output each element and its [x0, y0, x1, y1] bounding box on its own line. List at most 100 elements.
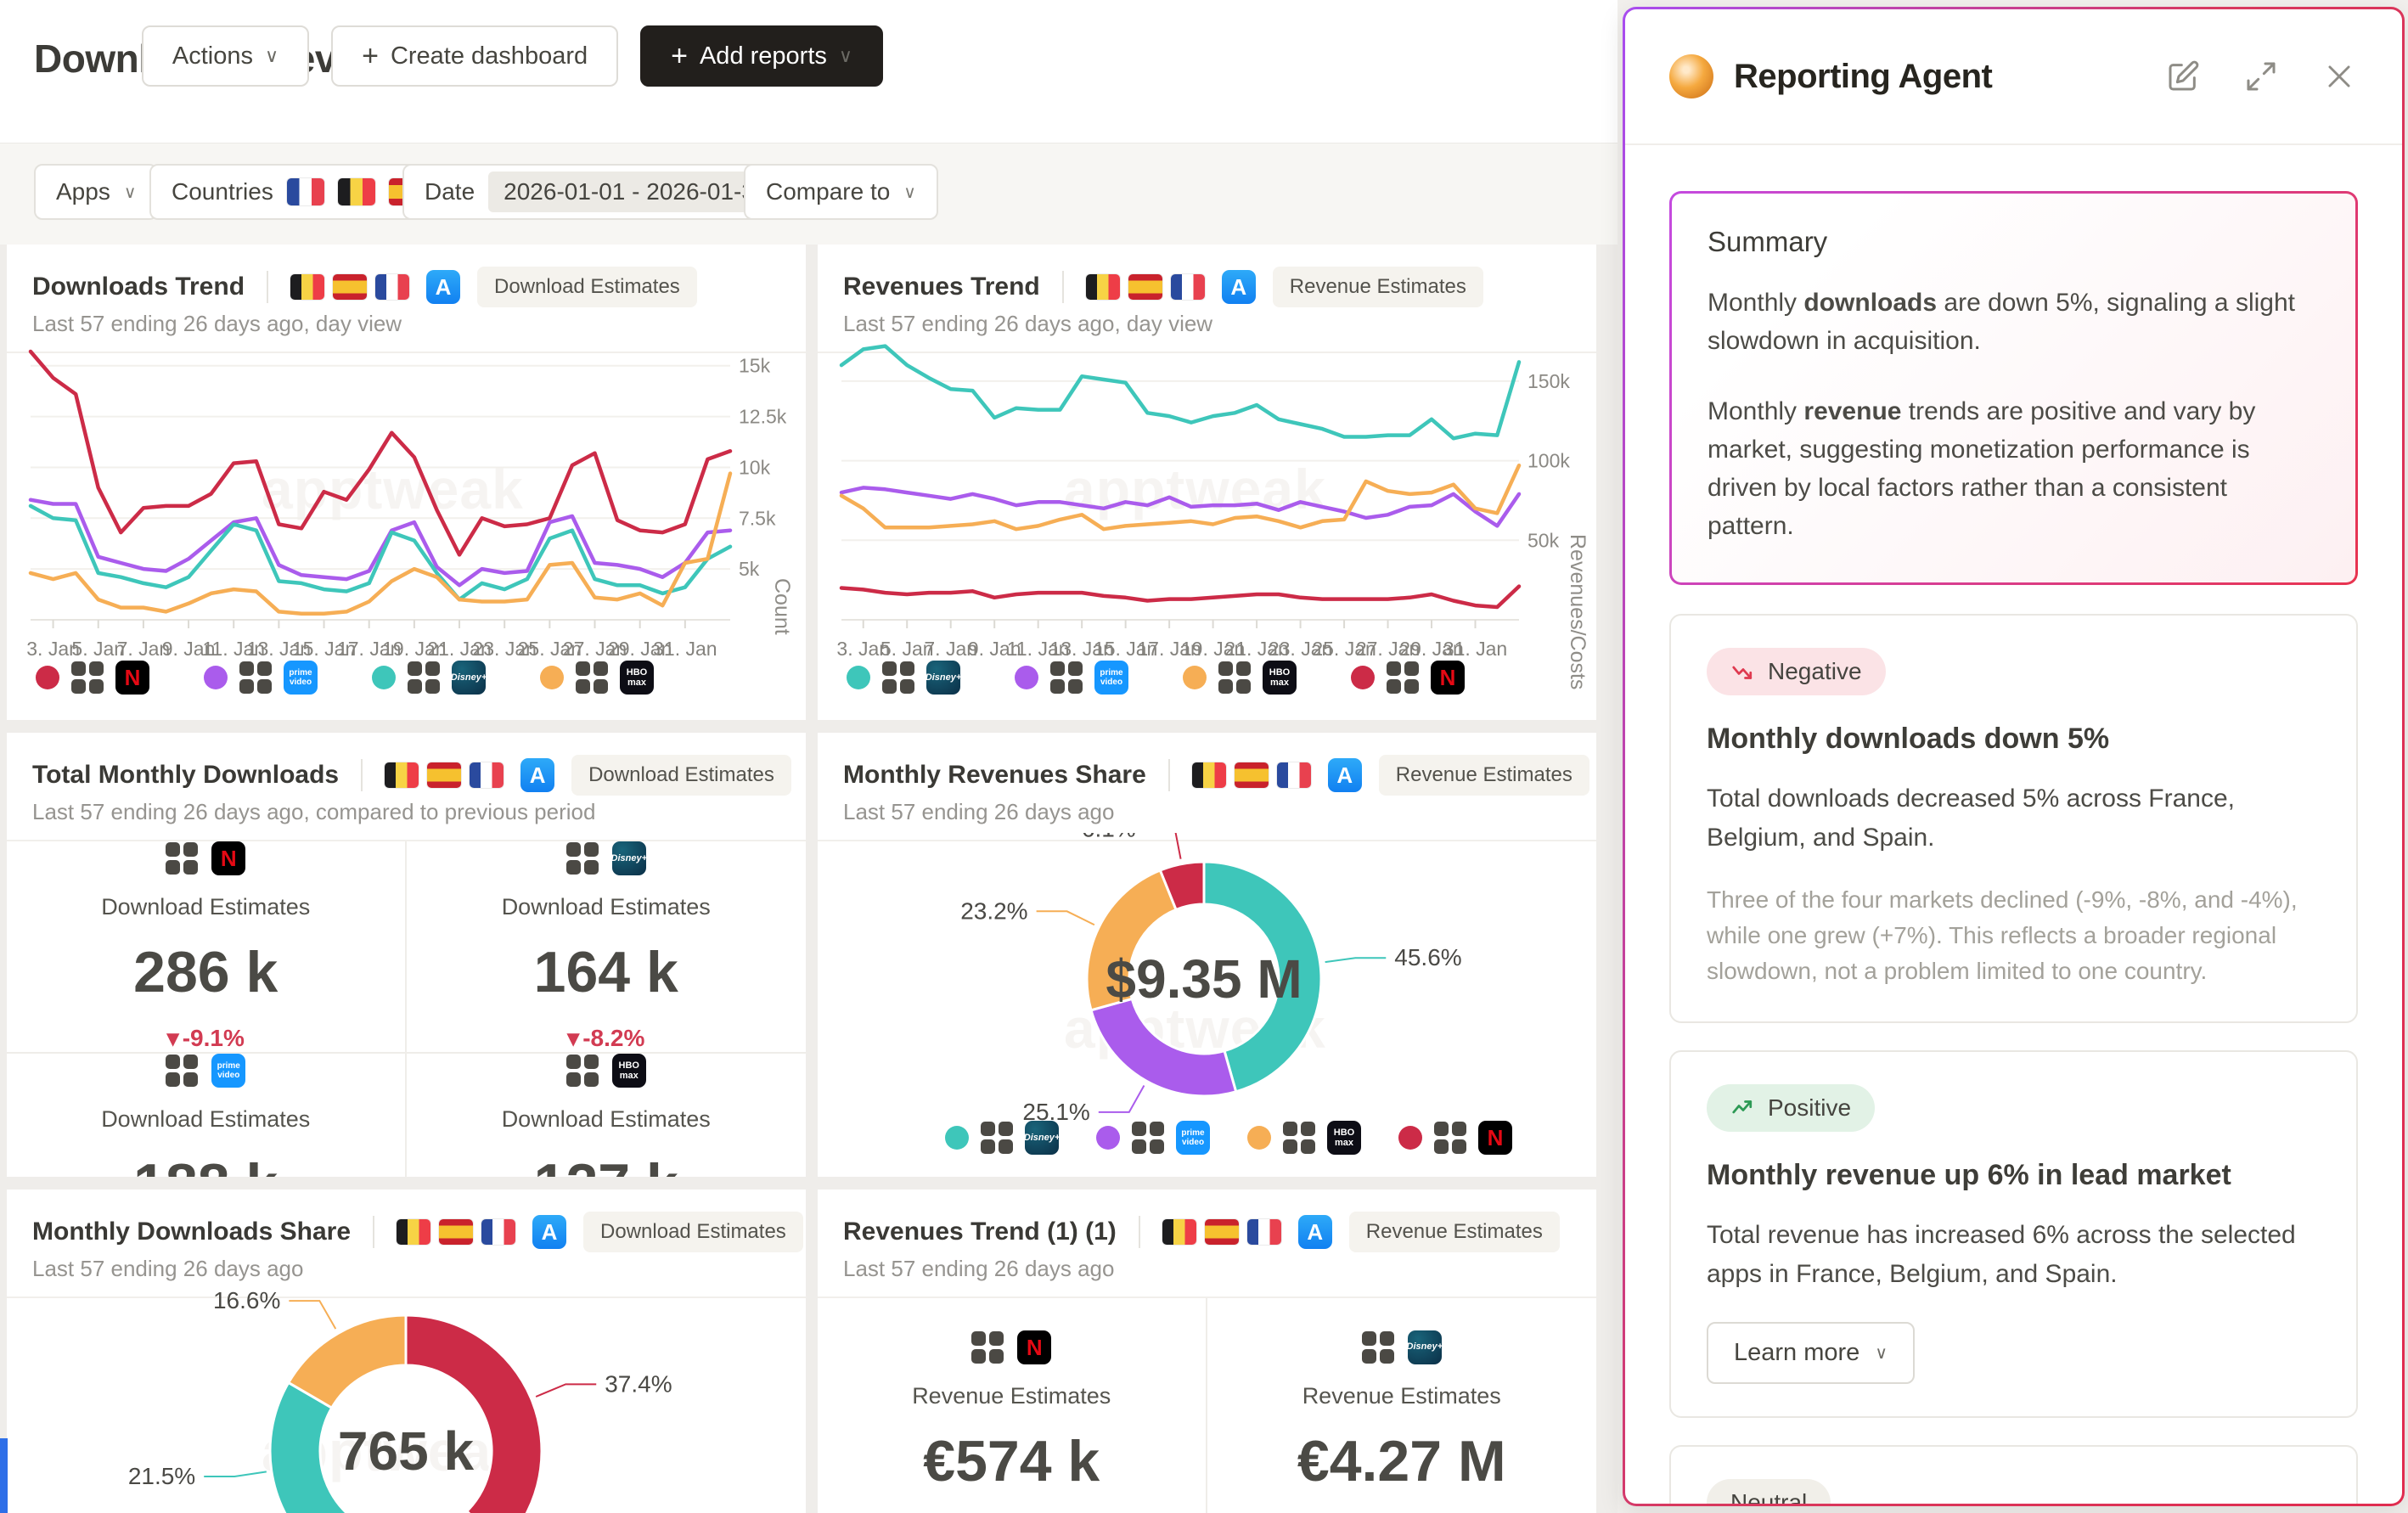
- apps-grid-icon: [408, 661, 440, 694]
- svg-text:27. Jan: 27. Jan: [563, 638, 627, 660]
- svg-text:$9.35 M: $9.35 M: [1106, 948, 1302, 1010]
- svg-text:7.5k: 7.5k: [739, 507, 776, 529]
- revenues-share-donut-chart[interactable]: 45.6% 25.1% 23.2% 6.1% $9.35 M: [818, 833, 1596, 1122]
- chart-legend: N prime video Disney+ HBO max: [36, 661, 654, 695]
- disney-plus-app-icon: Disney+: [452, 661, 486, 695]
- legend-item-disney[interactable]: Disney+: [847, 661, 960, 695]
- apps-filter[interactable]: Apps ∨: [34, 164, 159, 220]
- actions-button[interactable]: Actions ∨: [141, 25, 310, 87]
- close-icon[interactable]: [2321, 58, 2358, 95]
- plus-icon: +: [671, 39, 688, 72]
- kpi-value: 286 k: [133, 940, 278, 1004]
- agent-logo-icon: [1669, 54, 1713, 98]
- card-subtitle: Last 57 ending 26 days ago, day view: [32, 311, 402, 336]
- legend-item-disney[interactable]: Disney+: [945, 1121, 1059, 1155]
- create-dashboard-button[interactable]: + Create dashboard: [331, 25, 619, 87]
- positive-badge: Positive: [1707, 1084, 1876, 1133]
- chevron-down-icon: ∨: [1875, 1344, 1888, 1364]
- divider: [7, 352, 806, 353]
- chevron-down-icon: ∨: [903, 183, 916, 202]
- svg-text:25. Jan: 25. Jan: [518, 638, 582, 660]
- svg-text:100k: 100k: [1528, 450, 1570, 472]
- kpi-value: €574 k: [923, 1428, 1100, 1493]
- svg-text:15. Jan: 15. Jan: [1094, 638, 1157, 660]
- kpi-netflix-downloads: N Download Estimates 286 k ▾ -9.1%: [7, 841, 407, 1054]
- belgium-flag-icon: [385, 762, 419, 788]
- apps-grid-icon: [1387, 661, 1419, 694]
- disney-plus-app-icon: Disney+: [1407, 1330, 1442, 1364]
- spain-flag-icon: [1234, 762, 1269, 788]
- divider: [267, 271, 269, 303]
- down-arrow-icon: ▾: [166, 1025, 179, 1051]
- legend-item-prime[interactable]: prime video: [204, 661, 318, 695]
- downloads-share-donut-chart[interactable]: 37.4% 21.5% 16.6% 765 k: [7, 1281, 806, 1513]
- appstore-icon: A: [426, 270, 461, 304]
- agent-title: Reporting Agent: [1734, 57, 1993, 95]
- legend-item-hbo[interactable]: HBO max: [540, 661, 654, 695]
- svg-text:13. Jan: 13. Jan: [247, 638, 311, 660]
- edit-icon[interactable]: [2164, 58, 2202, 95]
- agent-body: Summary Monthly downloads are down 5%, s…: [1625, 147, 2402, 1504]
- legend-item-netflix[interactable]: N: [1398, 1121, 1512, 1155]
- date-range-value[interactable]: 2026-01-01 - 2026-01-31: [488, 172, 784, 212]
- svg-text:5k: 5k: [739, 558, 760, 580]
- netflix-app-icon: N: [115, 661, 149, 695]
- svg-text:11. Jan: 11. Jan: [1007, 638, 1070, 660]
- kpi-value: €4.27 M: [1297, 1428, 1506, 1493]
- apps-grid-icon: [882, 661, 914, 694]
- apps-grid-icon: [565, 842, 599, 875]
- svg-text:3. Jan: 3. Jan: [836, 638, 890, 660]
- series-color-dot: [945, 1126, 969, 1150]
- legend-item-prime[interactable]: prime video: [1015, 661, 1128, 695]
- france-flag-icon: [375, 274, 410, 300]
- svg-text:11. Jan: 11. Jan: [202, 638, 265, 660]
- prime-video-app-icon: prime video: [1176, 1121, 1210, 1155]
- kpi-value: 127 k: [534, 1151, 678, 1177]
- report-card-downloads-trend: Downloads Trend A Download Estimates Las…: [7, 245, 806, 720]
- prime-video-app-icon: prime video: [211, 1054, 246, 1088]
- series-color-dot: [1247, 1126, 1271, 1150]
- y-axis-title: Count: [770, 578, 794, 635]
- prime-video-app-icon: prime video: [1094, 661, 1128, 695]
- legend-item-netflix[interactable]: N: [1351, 661, 1465, 695]
- card-subtitle: Last 57 ending 26 days ago, day view: [843, 311, 1213, 336]
- legend-item-hbo[interactable]: HBO max: [1247, 1121, 1361, 1155]
- svg-text:50k: 50k: [1528, 529, 1560, 551]
- legend-item-netflix[interactable]: N: [36, 661, 149, 695]
- france-flag-icon: [481, 1219, 516, 1245]
- add-reports-button[interactable]: + Add reports ∨: [640, 25, 883, 87]
- netflix-app-icon: N: [1017, 1330, 1052, 1364]
- svg-text:19. Jan: 19. Jan: [1181, 638, 1245, 660]
- summary-paragraph-downloads: Monthly downloads are down 5%, signaling…: [1708, 289, 2295, 355]
- svg-text:23. Jan: 23. Jan: [1269, 638, 1332, 660]
- svg-text:16.6%: 16.6%: [213, 1287, 280, 1313]
- compare-to-filter[interactable]: Compare to ∨: [744, 164, 938, 220]
- svg-text:45.6%: 45.6%: [1394, 944, 1461, 970]
- summary-card: Summary Monthly downloads are down 5%, s…: [1669, 191, 2358, 585]
- series-color-dot: [204, 666, 228, 689]
- expand-icon[interactable]: [2242, 58, 2280, 95]
- belgium-flag-icon: [1191, 762, 1226, 788]
- divider: [818, 1296, 1596, 1298]
- svg-text:19. Jan: 19. Jan: [382, 638, 446, 660]
- hbo-max-app-icon: HBO max: [611, 1054, 646, 1088]
- apps-grid-icon: [1283, 1122, 1315, 1154]
- country-flags: [1162, 1219, 1281, 1245]
- svg-text:21. Jan: 21. Jan: [427, 638, 491, 660]
- report-card-total-monthly-downloads: Total Monthly Downloads A Download Estim…: [7, 733, 806, 1177]
- svg-text:25.1%: 25.1%: [1022, 1099, 1089, 1122]
- legend-item-disney[interactable]: Disney+: [372, 661, 486, 695]
- legend-item-hbo[interactable]: HBO max: [1183, 661, 1297, 695]
- kpi-delta: ▾ -8.2%: [567, 1024, 645, 1052]
- disney-plus-app-icon: Disney+: [1025, 1121, 1059, 1155]
- svg-text:27. Jan: 27. Jan: [1356, 638, 1420, 660]
- netflix-app-icon: N: [211, 841, 246, 875]
- trend-down-icon: [1732, 666, 1753, 679]
- learn-more-button[interactable]: Learn more ∨: [1707, 1322, 1915, 1385]
- legend-item-prime[interactable]: prime video: [1096, 1121, 1210, 1155]
- belgium-flag-icon: [1162, 1219, 1196, 1245]
- down-arrow-icon: ▾: [567, 1025, 580, 1051]
- apps-grid-icon: [166, 842, 199, 875]
